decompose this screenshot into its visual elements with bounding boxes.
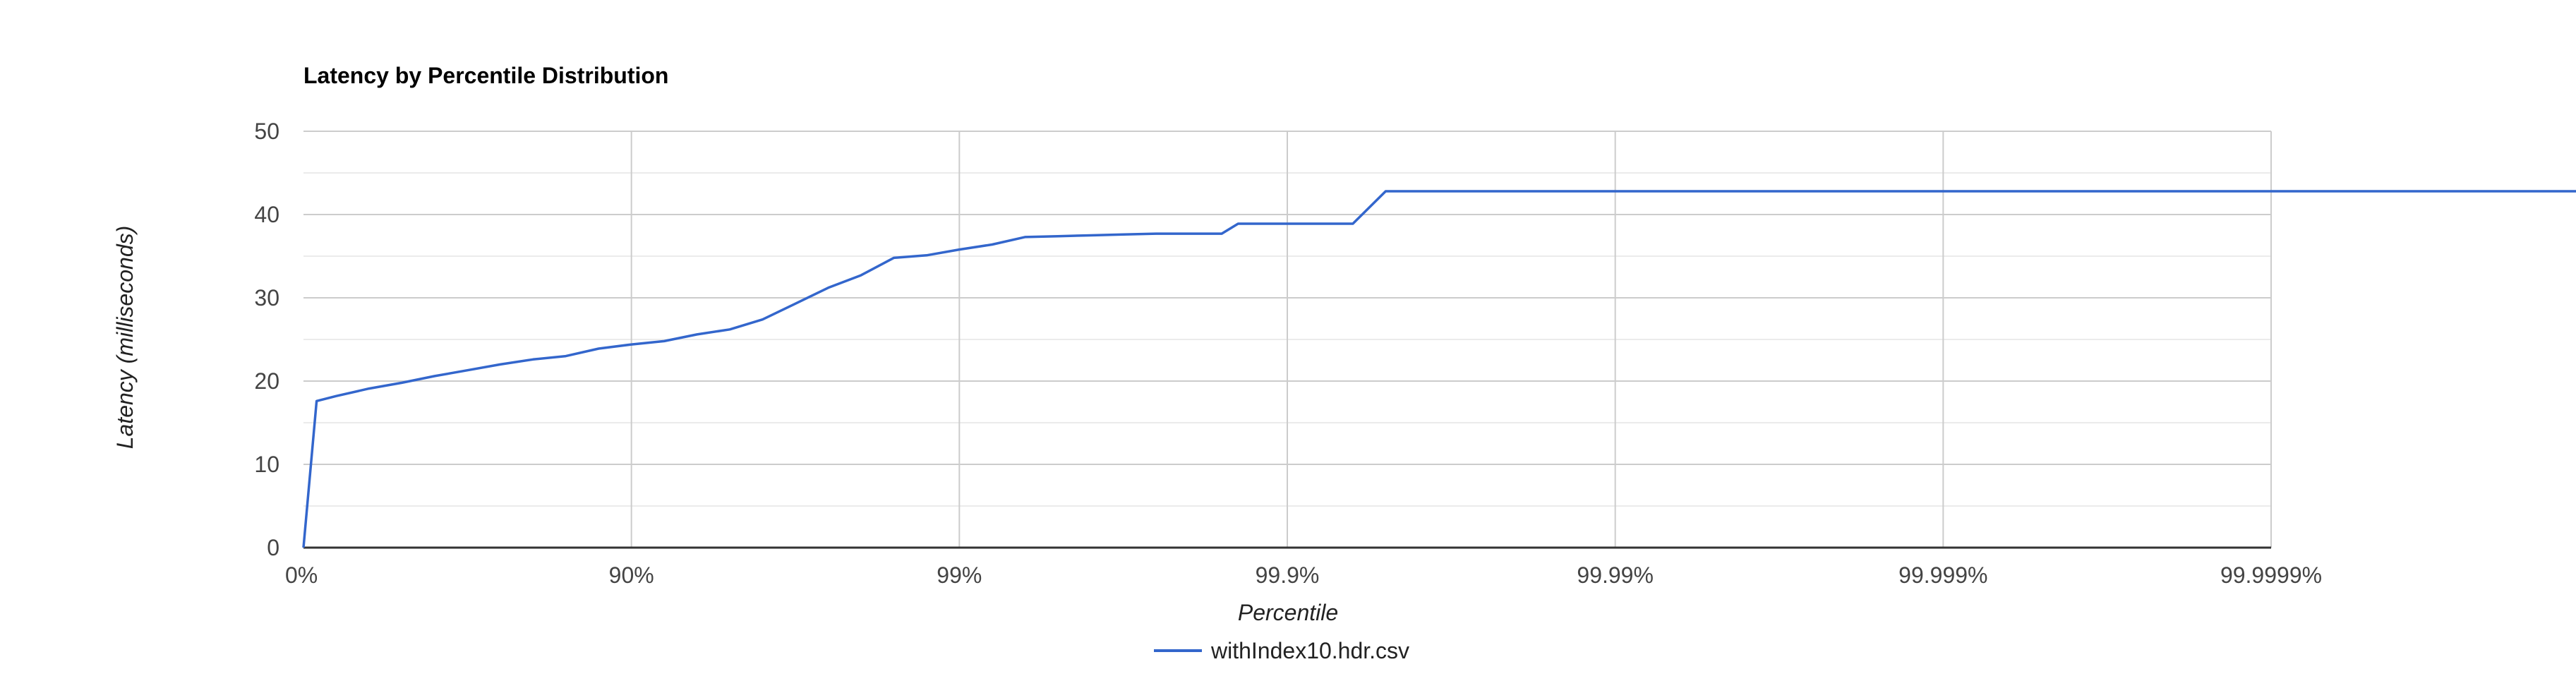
y-tick-label: 40	[254, 202, 279, 227]
legend[interactable]: withIndex10.hdr.csv	[1154, 638, 1409, 663]
chart-title: Latency by Percentile Distribution	[303, 63, 668, 88]
x-tick-label: 99.99%	[1577, 562, 1654, 588]
y-tick-label: 50	[254, 119, 279, 144]
x-tick-label: 90%	[609, 562, 654, 588]
x-tick-label: 99.9999%	[2220, 562, 2322, 588]
series-line	[302, 190, 2576, 548]
grid	[303, 131, 2272, 548]
x-tick-label: 99%	[937, 562, 982, 588]
legend-label: withIndex10.hdr.csv	[1210, 638, 1409, 663]
x-tick-label: 99.9%	[1256, 562, 1320, 588]
y-axis-title: Latency (milliseconds)	[112, 226, 138, 450]
y-tick-label: 0	[267, 535, 279, 560]
x-tick-label: 99.999%	[1898, 562, 1987, 588]
y-tick-label: 30	[254, 285, 279, 311]
x-tick-label: 0%	[285, 562, 318, 588]
y-tick-label: 20	[254, 368, 279, 394]
axes: 0 10 20 30 40 50 0% 90% 99% 99.9% 99.99% 99.999% 99.…	[254, 119, 2322, 588]
series-layer	[302, 190, 2576, 548]
x-axis-title: Percentile	[1238, 600, 1338, 625]
y-tick-label: 10	[254, 452, 279, 477]
